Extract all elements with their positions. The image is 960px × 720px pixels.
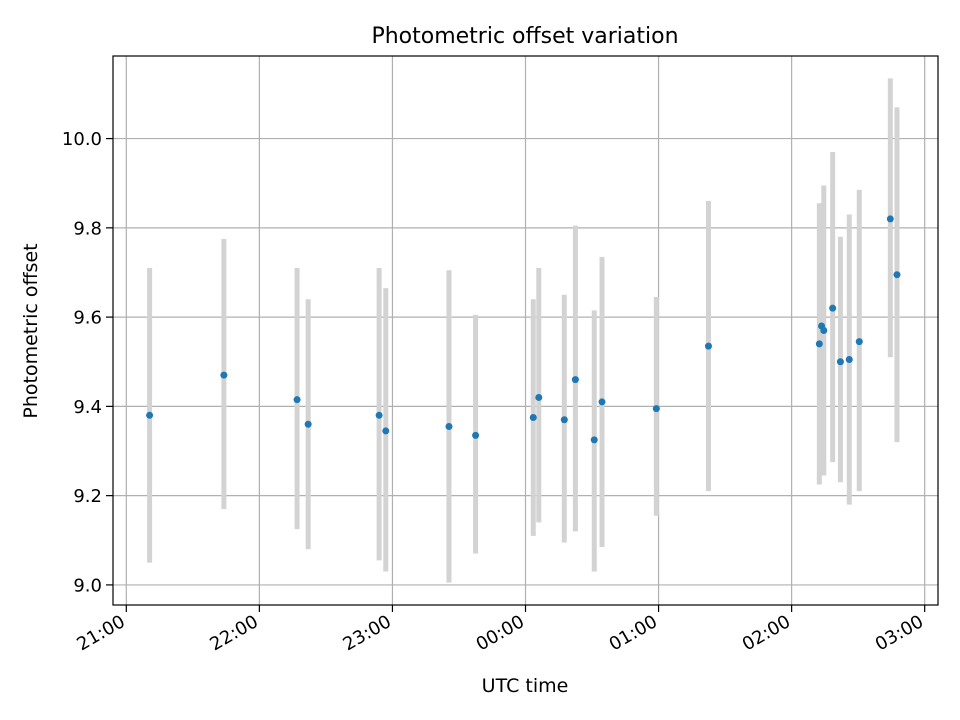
- data-point: [529, 414, 537, 422]
- y-tick-label: 9.2: [73, 486, 102, 507]
- y-axis-label: Photometric offset: [20, 243, 42, 418]
- data-point: [815, 340, 823, 348]
- data-point: [829, 304, 837, 312]
- chart-title: Photometric offset variation: [371, 24, 678, 49]
- data-point: [535, 393, 543, 401]
- data-point: [590, 436, 598, 444]
- data-point: [445, 422, 453, 430]
- data-point: [560, 416, 568, 424]
- data-point: [304, 420, 312, 428]
- grid: [113, 56, 938, 605]
- data-point: [893, 271, 901, 279]
- data-points: [146, 215, 901, 444]
- data-point: [146, 411, 154, 419]
- data-point: [845, 356, 853, 364]
- data-point: [220, 371, 228, 379]
- data-point: [855, 338, 863, 346]
- data-point: [382, 427, 390, 435]
- data-point: [375, 411, 383, 419]
- y-tick-label: 9.8: [73, 218, 102, 239]
- data-point: [652, 405, 660, 413]
- data-point: [571, 376, 579, 384]
- data-point: [704, 342, 712, 350]
- data-point: [472, 431, 480, 439]
- data-point: [836, 358, 844, 366]
- y-tick-label: 9.4: [73, 397, 102, 418]
- y-tick-label: 9.0: [73, 575, 102, 596]
- y-tick-label: 9.6: [73, 308, 102, 329]
- data-point: [598, 398, 606, 406]
- data-point: [293, 396, 301, 404]
- data-point: [886, 215, 894, 223]
- data-point: [820, 327, 828, 334]
- y-tick-label: 10.0: [62, 129, 102, 150]
- y-axis-ticks: 9.0 9.2 9.4 9.6 9.8 10.0: [62, 129, 113, 596]
- x-axis-label: UTC time: [482, 675, 569, 697]
